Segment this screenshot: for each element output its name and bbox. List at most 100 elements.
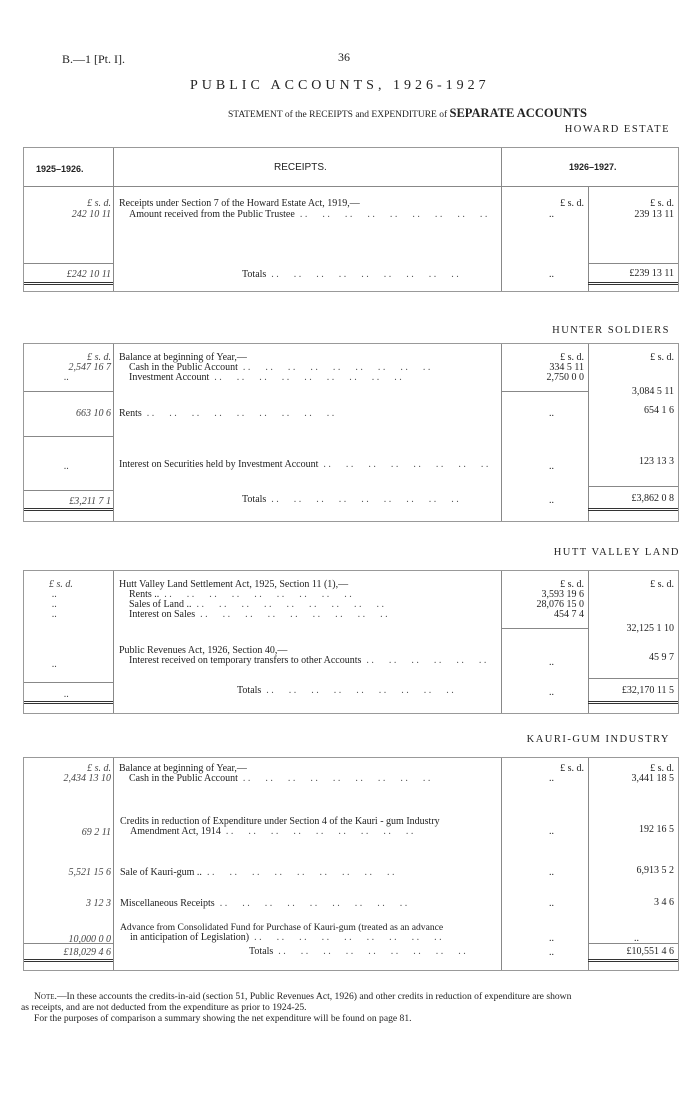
mid-value: ..: [549, 867, 554, 878]
row-label: Investment Account: [129, 372, 499, 383]
mid-value: 334 5 11: [549, 362, 584, 373]
right-total: £10,551 4 6: [626, 946, 675, 957]
prev-value: ..: [52, 609, 57, 620]
prev-value: 2,547 16 7: [68, 362, 112, 373]
right-value: 123 13 3: [639, 456, 674, 467]
unit-label: £ s. d.: [650, 198, 674, 209]
row-label: Rents: [119, 408, 499, 419]
row-heading: Public Revenues Act, 1926, Section 40,—: [119, 645, 288, 656]
row-label: Sale of Kauri-gum ..: [120, 867, 499, 878]
subtitle-text: STATEMENT of the RECEIPTS and EXPENDITUR…: [228, 110, 448, 120]
page-number: 36: [338, 50, 350, 64]
mid-value: 454 7 4: [554, 609, 584, 620]
row-label: Miscellaneous Receipts: [120, 898, 499, 909]
row-label: in anticipation of Legislation): [130, 932, 499, 943]
mid-total: ..: [549, 947, 554, 958]
right-value: 3,441 18 5: [631, 773, 675, 784]
unit-label: £ s. d.: [560, 352, 584, 363]
section-title-kauri-gum-industry: KAURI-GUM INDUSTRY: [526, 734, 670, 745]
mid-value: ..: [549, 408, 554, 419]
unit-label: £ s. d.: [650, 579, 674, 590]
prev-value: 10,000 0 0: [68, 934, 112, 945]
kauri-gum-industry-table: £ s. d. 2,434 13 10 Balance at beginning…: [23, 757, 679, 971]
right-value: 6,913 5 2: [636, 865, 675, 876]
document-reference: B.—1 [Pt. I].: [62, 52, 125, 66]
note-line-1: Note.—In these accounts the credits-in-a…: [34, 991, 571, 1002]
totals-label: Totals: [249, 946, 499, 957]
prev-total: £242 10 11: [66, 269, 111, 280]
unit-label: £ s. d.: [87, 198, 111, 209]
row-label: Interest on Sales: [129, 609, 499, 620]
right-total: £3,862 0 8: [631, 493, 675, 504]
right-value: 192 16 5: [639, 824, 674, 835]
mid-total: ..: [549, 269, 554, 280]
mid-value: 2,750 0 0: [546, 372, 585, 383]
unit-label: £ s. d.: [560, 763, 584, 774]
prev-value: 242 10 11: [71, 209, 111, 220]
mid-value: ..: [549, 933, 554, 944]
row-label: Rents ..: [129, 589, 499, 600]
row-label: Advance from Consolidated Fund for Purch…: [120, 922, 444, 933]
row-heading: Hutt Valley Land Settlement Act, 1925, S…: [119, 579, 349, 590]
page-title: PUBLIC ACCOUNTS, 1926-1927: [190, 78, 490, 93]
row-label: Cash in the Public Account: [129, 773, 499, 784]
prev-value: ..: [52, 659, 57, 670]
note-text: —In these accounts the credits-in-aid (s…: [56, 991, 572, 1002]
row-label: Amount received from the Public Trustee: [129, 209, 499, 220]
prev-total: ..: [64, 689, 69, 700]
hunter-soldiers-table: £ s. d. 2,547 16 7 .. Balance at beginni…: [23, 343, 679, 522]
row-heading: Balance at beginning of Year,—: [119, 763, 247, 774]
header-prev-year: 1925–1926.: [36, 164, 84, 174]
prev-value: ..: [52, 589, 57, 600]
prev-total: £18,029 4 6: [63, 947, 112, 958]
hutt-valley-land-table: £ s. d. .. .. .. Hutt Valley Land Settle…: [23, 570, 679, 714]
prev-value: 69 2 11: [81, 827, 111, 838]
row-heading: Receipts under Section 7 of the Howard E…: [119, 198, 360, 209]
mid-total: ..: [549, 687, 554, 698]
section-title-howard-estate: HOWARD ESTATE: [564, 124, 670, 135]
howard-estate-table: 1925–1926. RECEIPTS. 1926–1927. £ s. d. …: [23, 147, 679, 292]
right-value: 239 13 11: [634, 209, 674, 220]
row-label: Interest received on temporary transfers…: [129, 655, 499, 666]
row-heading: Balance at beginning of Year,—: [119, 352, 247, 363]
unit-label: £ s. d.: [87, 763, 111, 774]
totals-label: Totals: [237, 685, 499, 696]
header-receipts: RECEIPTS.: [274, 162, 327, 173]
prev-value: ..: [64, 461, 69, 472]
right-total: £32,170 11 5: [621, 685, 674, 696]
mid-value: ..: [549, 826, 554, 837]
mid-value: ..: [549, 898, 554, 909]
unit-label: £ s. d.: [560, 198, 584, 209]
right-value: ..: [634, 933, 639, 944]
row-label: Amendment Act, 1914: [130, 826, 499, 837]
unit-label: £ s. d.: [87, 352, 111, 363]
right-value: 32,125 1 10: [626, 623, 675, 634]
row-label: Credits in reduction of Expenditure unde…: [120, 816, 440, 827]
row-label: Cash in the Public Account: [129, 362, 499, 373]
prev-value: 3 12 3: [86, 898, 111, 909]
subtitle-bold: SEPARATE ACCOUNTS: [449, 106, 587, 120]
right-value: 654 1 6: [644, 405, 674, 416]
unit-label: £ s. d.: [650, 352, 674, 363]
row-label: Sales of Land ..: [129, 599, 499, 610]
right-value: 3 4 6: [654, 897, 674, 908]
unit-label: £ s. d.: [49, 579, 73, 590]
note-line-2: as receipts, and are not deducted from t…: [21, 1002, 307, 1013]
totals-label: Totals: [242, 494, 499, 505]
totals-label: Totals: [242, 269, 499, 280]
row-label: Interest on Securities held by Investmen…: [119, 459, 499, 470]
header-curr-year: 1926–1927.: [569, 162, 617, 172]
prev-value: ..: [64, 372, 69, 383]
section-title-hutt-valley-land: HUTT VALLEY LAND: [553, 547, 680, 558]
section-title-hunter-soldiers: HUNTER SOLDIERS: [552, 325, 670, 336]
prev-value: 5,521 15 6: [68, 867, 112, 878]
note-line-3: For the purposes of comparison a summary…: [34, 1013, 412, 1024]
prev-total: £3,211 7 1: [69, 496, 111, 507]
right-value: 45 9 7: [649, 652, 674, 663]
mid-value: 28,076 15 0: [536, 599, 585, 610]
unit-label: £ s. d.: [560, 579, 584, 590]
mid-value: ..: [549, 657, 554, 668]
right-value: 3,084 5 11: [631, 386, 674, 397]
mid-value: ..: [549, 209, 554, 220]
